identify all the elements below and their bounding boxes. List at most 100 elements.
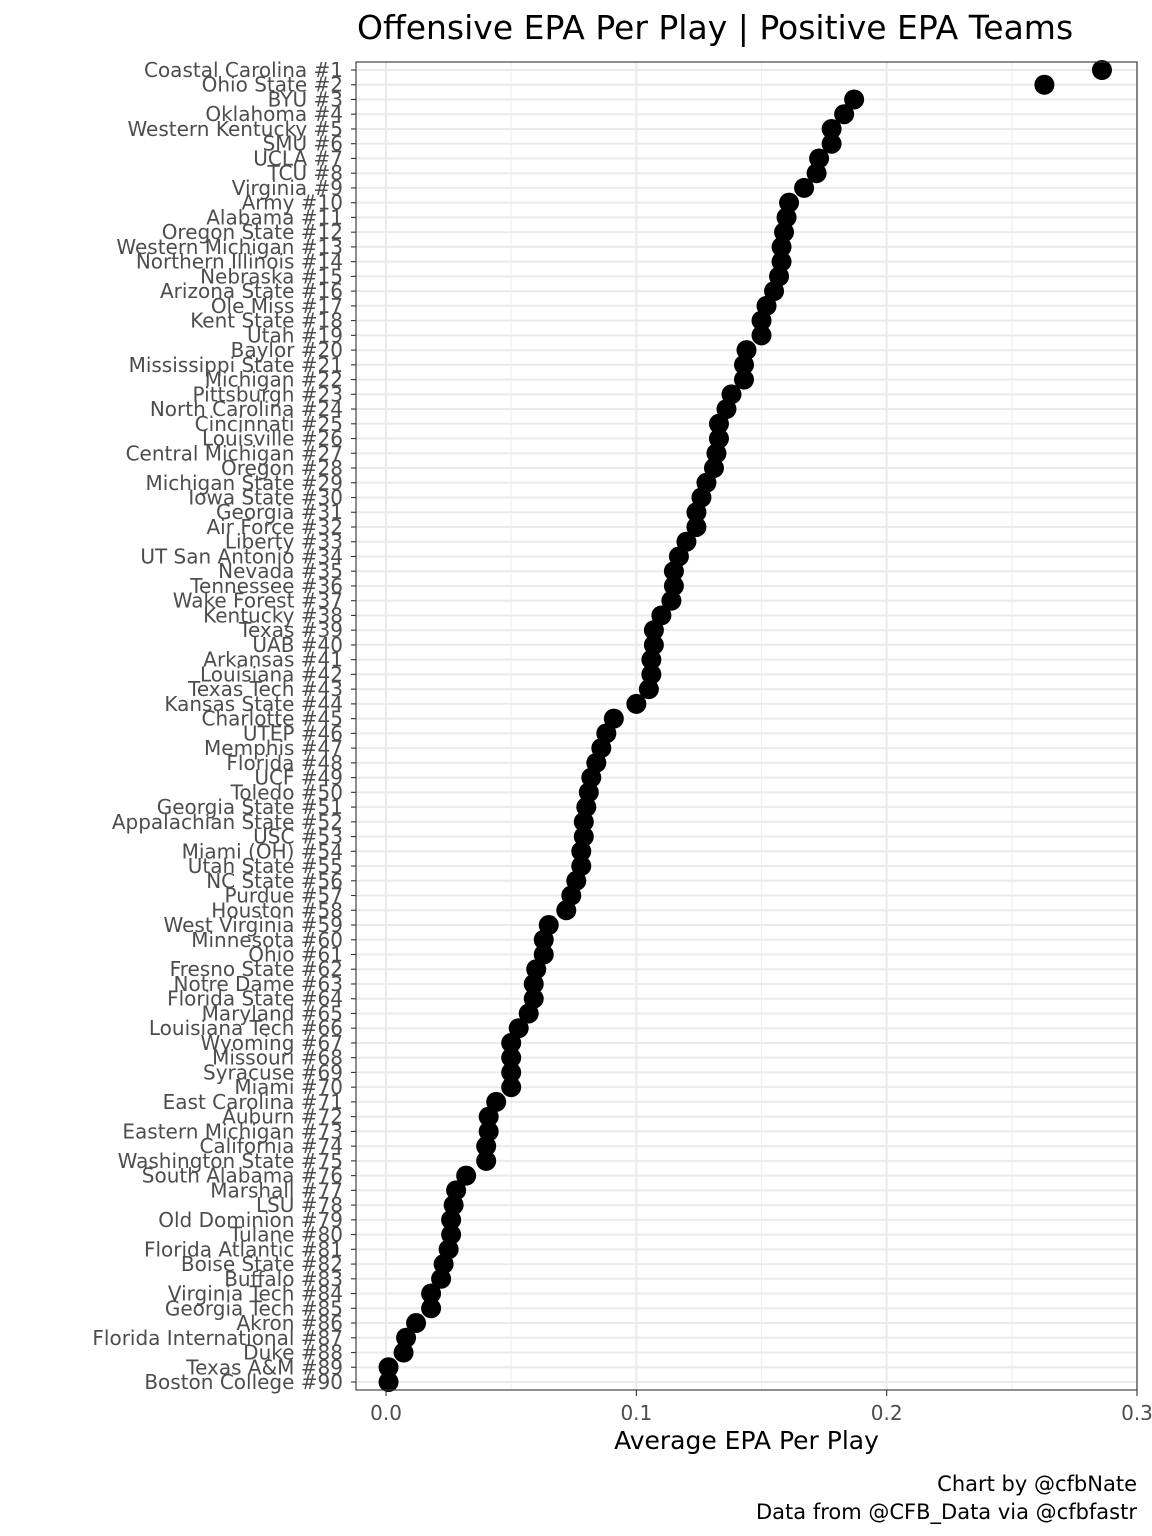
data-point — [844, 89, 865, 110]
y-tick-label: UCF #49 — [254, 766, 343, 790]
data-point — [556, 900, 577, 921]
data-point — [421, 1283, 442, 1304]
y-tick-label: Pittsburgh #23 — [193, 382, 343, 406]
y-tick-label: Florida #48 — [226, 751, 343, 775]
x-tick-label: 0.0 — [370, 1401, 402, 1420]
data-point — [396, 1327, 417, 1348]
data-point — [486, 1091, 507, 1112]
data-point — [533, 944, 554, 965]
y-tick-label: North Carolina #24 — [150, 397, 343, 421]
y-tick-label: USC #53 — [253, 825, 343, 849]
y-tick-label: Houston #58 — [211, 898, 343, 922]
data-point — [476, 1136, 497, 1157]
data-point — [456, 1165, 477, 1186]
y-tick-label: Buffalo #83 — [224, 1267, 343, 1291]
y-tick-label: Texas Tech #43 — [187, 677, 343, 701]
y-tick-label: Duke #88 — [243, 1341, 343, 1365]
y-tick-label: UCLA #7 — [253, 146, 343, 170]
plot-panel-border — [355, 61, 1138, 1391]
y-tick-label: Western Kentucky #5 — [127, 117, 343, 141]
data-point — [821, 133, 842, 154]
y-tick-label: Ohio State #2 — [202, 73, 343, 97]
y-tick-label: Ole Miss #17 — [211, 294, 343, 318]
y-tick-label: Louisiana Tech #66 — [149, 1016, 343, 1040]
y-tick-label: LSU #78 — [256, 1193, 343, 1217]
data-point — [523, 973, 544, 994]
y-tick-label: Oklahoma #4 — [205, 102, 343, 126]
y-tick-label: Washington State #75 — [118, 1149, 343, 1173]
data-point — [676, 531, 697, 552]
data-point — [706, 443, 727, 464]
y-tick-label: Tulane #80 — [229, 1223, 343, 1247]
x-axis-ticks: 0.0 0.1 0.2 0.3 — [370, 1390, 1152, 1420]
data-point — [446, 1180, 467, 1201]
y-tick-label: Purdue #57 — [225, 884, 344, 908]
data-point — [501, 1047, 522, 1068]
x-tick-label: 0.1 — [620, 1401, 652, 1420]
y-tick-label: Kansas State #44 — [164, 692, 343, 716]
data-point — [776, 207, 797, 228]
chart-title: Offensive EPA Per Play | Positive EPA Te… — [357, 8, 1074, 47]
data-point — [686, 516, 707, 537]
y-tick-label: Mississippi State #21 — [129, 353, 343, 377]
y-tick-label: Arizona State #16 — [160, 279, 343, 303]
y-tick-label: NC State #56 — [206, 869, 343, 893]
y-tick-label: Kent State #18 — [190, 309, 343, 333]
y-tick-label: Ohio #61 — [248, 942, 343, 966]
data-point — [774, 222, 795, 243]
y-tick-label: Arkansas #41 — [203, 648, 343, 672]
y-tick-label: Kentucky #38 — [203, 603, 343, 627]
data-point — [576, 797, 597, 818]
data-point — [638, 679, 659, 700]
y-tick-label: Notre Dame #63 — [174, 972, 344, 996]
y-tick-label: BYU #3 — [268, 87, 343, 111]
data-point — [794, 177, 815, 198]
data-point — [651, 605, 672, 626]
data-point — [431, 1268, 452, 1289]
data-point — [433, 1254, 454, 1275]
grid-lines — [356, 62, 1138, 1390]
y-tick-label: Iowa State #30 — [188, 486, 343, 510]
y-tick-label: Georgia #31 — [216, 500, 343, 524]
data-point — [581, 767, 602, 788]
data-point — [378, 1357, 399, 1378]
y-tick-label: South Alabama #76 — [142, 1164, 343, 1188]
y-tick-label: Boston College #90 — [144, 1370, 343, 1394]
y-tick-label: Toledo #50 — [230, 780, 343, 804]
y-tick-label: Georgia State #51 — [157, 795, 343, 819]
y-tick-label: East Carolina #71 — [163, 1090, 343, 1114]
data-point — [663, 575, 684, 596]
data-point — [771, 251, 792, 272]
y-tick-label: Akron #86 — [236, 1311, 343, 1335]
y-tick-label: Baylor #20 — [231, 338, 343, 362]
y-tick-label: Virginia Tech #84 — [168, 1282, 343, 1306]
data-point — [806, 163, 827, 184]
caption-source: Data from @CFB_Data via @cfbfastr — [756, 1500, 1137, 1524]
data-point — [733, 369, 754, 390]
y-tick-label: Alabama #11 — [206, 205, 343, 229]
y-tick-label: Eastern Michigan #73 — [122, 1119, 343, 1143]
y-tick-label: Florida State #64 — [167, 987, 343, 1011]
data-point — [1091, 60, 1112, 80]
y-tick-label: Army #10 — [242, 191, 343, 215]
y-tick-label: Memphis #47 — [204, 736, 343, 760]
data-point — [578, 782, 599, 803]
y-tick-label: Nebraska #15 — [200, 264, 343, 288]
y-tick-label: Western Michigan #13 — [116, 235, 343, 259]
data-point — [421, 1298, 442, 1319]
x-tick-label: 0.3 — [1121, 1401, 1152, 1420]
data-point — [501, 1032, 522, 1053]
data-point — [771, 236, 792, 257]
data-point — [716, 399, 737, 420]
y-tick-label: Texas #39 — [238, 618, 343, 642]
x-axis-title: Average EPA Per Play — [614, 1426, 879, 1455]
y-tick-label: TCU #8 — [267, 161, 344, 185]
data-point — [641, 664, 662, 685]
data-point — [526, 959, 547, 980]
data-point — [821, 118, 842, 139]
data-point — [378, 1372, 399, 1392]
y-tick-label: Boise State #82 — [181, 1252, 343, 1276]
data-point — [478, 1121, 499, 1142]
y-tick-label: Georgia Tech #85 — [165, 1296, 343, 1320]
